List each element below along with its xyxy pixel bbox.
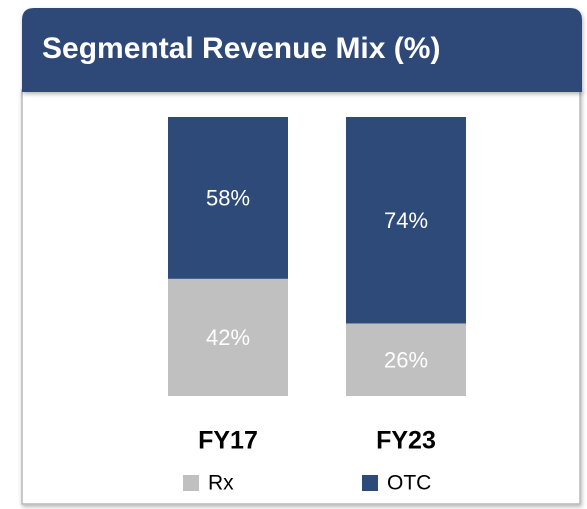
legend-label: Rx xyxy=(208,472,234,495)
legend-swatch xyxy=(362,475,378,491)
panel xyxy=(21,89,581,505)
data-label: 42% xyxy=(206,325,250,350)
x-tick-label: FY23 xyxy=(376,427,436,455)
chart-title: Segmental Revenue Mix (%) xyxy=(42,32,440,65)
data-label: 74% xyxy=(384,208,428,233)
bar-segment xyxy=(346,117,466,324)
data-label: 58% xyxy=(206,186,250,211)
legend-label: OTC xyxy=(387,472,431,495)
data-label: 26% xyxy=(384,348,428,373)
bar-segment xyxy=(346,323,466,396)
bar-segment xyxy=(168,117,288,279)
header xyxy=(22,8,582,92)
bar-segment xyxy=(168,278,288,396)
legend-swatch xyxy=(183,475,199,491)
x-tick-label: FY17 xyxy=(198,427,258,455)
